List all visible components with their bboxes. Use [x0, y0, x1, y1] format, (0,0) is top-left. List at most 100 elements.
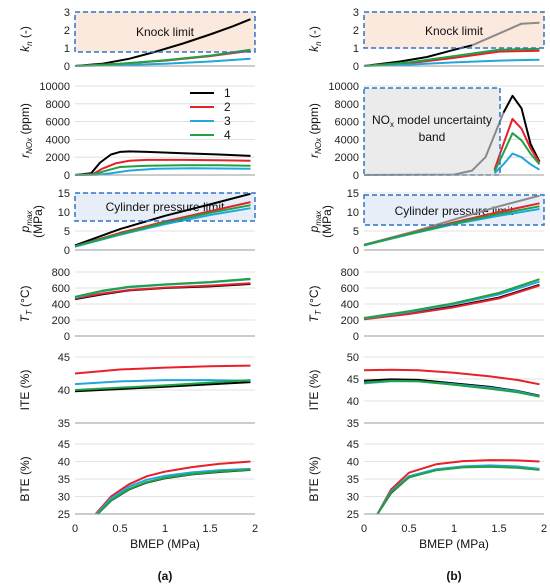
- x-tick-label: 0.5: [401, 523, 416, 535]
- panel-a-bte: 25 30 35 40 45 BTE (%) 0 0.5 1 1.5 2: [18, 439, 258, 535]
- series-line-4: [363, 278, 540, 319]
- y-tick-label: 15: [347, 188, 359, 200]
- series-line-2: [74, 364, 251, 375]
- y-tick-label: 400: [52, 299, 70, 311]
- series-line-2: [376, 459, 540, 515]
- x-tick-label: 1.5: [491, 523, 506, 535]
- y-tick-label: 15: [58, 188, 70, 200]
- y-tick-label: 4000: [335, 134, 359, 146]
- series-line-4: [74, 164, 251, 176]
- x-axis-label-b: BMEP (MPa): [419, 537, 489, 551]
- y-tick-label: 35: [347, 474, 359, 486]
- y-tick-label: 45: [347, 374, 359, 386]
- y-tick-label: 2000: [46, 152, 70, 164]
- x-tick-label: 1: [162, 523, 168, 535]
- y-tick-label: 45: [58, 439, 70, 451]
- series-line-2: [493, 117, 541, 171]
- series-line-1: [74, 192, 251, 247]
- y-tick-label: 0: [353, 61, 359, 73]
- y-tick-label: 0: [64, 245, 70, 257]
- nox-band-label-line2: band: [419, 130, 446, 144]
- y-axis-label: pmax: [307, 210, 323, 234]
- y-tick-label: 10000: [328, 81, 359, 93]
- y-axis-label: kn (-): [307, 26, 323, 52]
- series-line-4: [74, 277, 251, 298]
- y-tick-label: 800: [52, 267, 70, 279]
- y-tick-label: 4000: [46, 134, 70, 146]
- knock-limit-border: [363, 11, 545, 49]
- y-tick-label: 2: [64, 25, 70, 37]
- series-line-1-faded: [471, 21, 540, 47]
- y-tick-label: 0: [353, 245, 359, 257]
- y-tick-label: 50: [347, 352, 359, 364]
- y-tick-label: 1: [353, 43, 359, 55]
- y-tick-label: 25: [58, 509, 70, 521]
- nox-band-label-line1: NOx model uncertainty: [372, 113, 492, 129]
- panel-b-turbine-temp: 0 200 400 600 800 TT (°C): [307, 267, 544, 343]
- knock-limit-border: [74, 11, 256, 53]
- x-tick-label: 2: [541, 523, 547, 535]
- y-tick-label: 0: [353, 331, 359, 343]
- panel-label-b: (b): [446, 569, 461, 583]
- y-axis-label: rNOx (ppm): [307, 103, 323, 158]
- y-tick-label: 0: [353, 170, 359, 182]
- y-axis-label: rNOx (ppm): [18, 103, 34, 158]
- y-axis-label: BTE (%): [307, 456, 321, 501]
- series-line-3: [95, 467, 251, 515]
- y-tick-label: 2: [353, 25, 359, 37]
- y-tick-label: 35: [347, 418, 359, 430]
- series-line-4: [74, 48, 251, 67]
- pressure-limit-border: [74, 192, 256, 222]
- y-axis-label: pmax: [18, 210, 34, 234]
- series-line-2: [363, 368, 540, 386]
- series-line-2: [74, 158, 251, 176]
- y-tick-label: 40: [58, 385, 70, 397]
- y-tick-label: 5: [64, 226, 70, 238]
- y-tick-label: 40: [58, 457, 70, 469]
- y-tick-label: 8000: [46, 99, 70, 111]
- series-line-3: [376, 464, 540, 515]
- series-line-1: [74, 150, 251, 176]
- x-tick-label: 0: [72, 523, 78, 535]
- y-tick-label: 2000: [335, 152, 359, 164]
- panel-a-knock-factor: Knock limit 0 1 2 3 kn (-): [18, 7, 256, 73]
- y-tick-label: 600: [52, 283, 70, 295]
- series-line-4: [74, 204, 251, 248]
- panel-a-nox: 0 2000 4000 6000 8000 10000 rNOx (ppm): [18, 81, 255, 182]
- y-tick-label: 10: [347, 207, 359, 219]
- y-tick-label: 5: [353, 226, 359, 238]
- y-tick-label: 200: [52, 315, 70, 327]
- y-tick-label: 35: [58, 474, 70, 486]
- y-axis-label: TT (°C): [18, 285, 34, 322]
- y-tick-label: 8000: [335, 99, 359, 111]
- panel-b-knock-factor: Knock limit 0 1 2 3 kn (-): [307, 7, 545, 73]
- series-line-1: [74, 381, 251, 393]
- y-axis-label: kn (-): [18, 26, 34, 52]
- pressure-limit-border: [363, 194, 545, 226]
- y-tick-label: 0: [64, 61, 70, 73]
- y-tick-label: 25: [347, 509, 359, 521]
- y-tick-label: 800: [341, 267, 359, 279]
- y-tick-label: 3: [64, 7, 70, 19]
- x-tick-label: 2: [252, 523, 258, 535]
- y-tick-label: 6000: [335, 117, 359, 129]
- y-axis-unit: (MPa): [31, 205, 45, 238]
- series-line-4: [96, 468, 251, 515]
- series-line-1: [376, 464, 540, 515]
- knock-limit-zone: [364, 12, 544, 48]
- series-line-3: [74, 379, 251, 386]
- series-line-4: [376, 465, 540, 515]
- y-axis-label: BTE (%): [18, 456, 32, 501]
- y-axis-label: ITE (%): [18, 370, 32, 411]
- y-tick-label: 0: [64, 331, 70, 343]
- y-tick-label: 45: [347, 439, 359, 451]
- x-tick-label: 0.5: [112, 523, 127, 535]
- knock-limit-label: Knock limit: [425, 24, 484, 38]
- y-tick-label: 6000: [46, 117, 70, 129]
- y-tick-label: 30: [347, 492, 359, 504]
- nox-uncertainty-band: [364, 88, 500, 175]
- y-tick-label: 35: [58, 418, 70, 430]
